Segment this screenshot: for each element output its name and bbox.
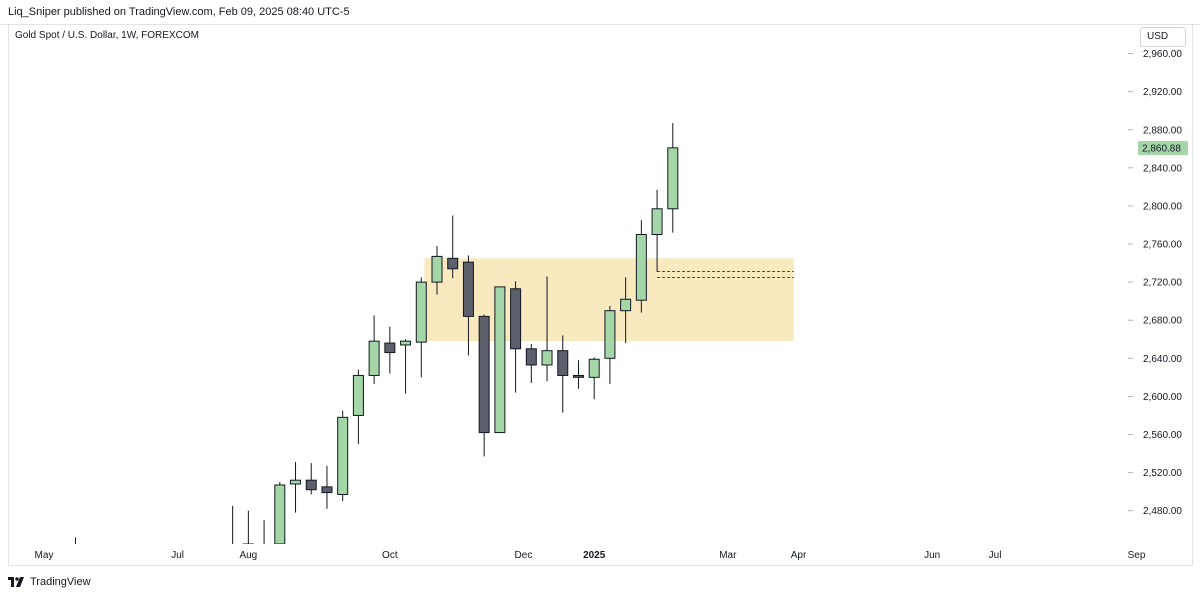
last-price-label: 2,860.88 [1142,143,1181,154]
y-tick-label-4: 2,640.00 [1143,354,1182,365]
candle-body-12 [400,340,412,346]
y-tick-label-9: 2,840.00 [1143,163,1182,174]
candle-body-26 [620,298,632,312]
candle-body-13 [415,281,427,343]
candle-body-4 [274,484,286,544]
candle-body-14 [431,255,443,283]
x-tick-label-6: Mar [719,550,737,561]
y-tick-label-12: 2,960.00 [1143,49,1182,60]
candle-body-5 [290,479,302,485]
candle-body-2 [242,543,254,544]
y-tick-label-6: 2,720.00 [1143,278,1182,289]
candle-body-29 [667,147,679,210]
currency-selector[interactable]: USD [1140,27,1186,47]
x-tick-label-2: Aug [239,550,257,561]
chart-frame [8,24,1193,566]
candle-body-10 [368,340,380,376]
y-tick-label-11: 2,920.00 [1143,87,1182,98]
y-tick-label-8: 2,800.00 [1143,201,1182,212]
candle-body-22 [557,350,569,376]
last-price-badge [1138,140,1188,155]
candle-body-11 [384,342,396,354]
candle-body-23 [572,374,584,378]
candle-body-25 [604,310,616,359]
x-tick-label-1: Jul [171,550,184,561]
candle-body-17 [478,315,490,434]
x-tick-label-5: 2025 [583,550,606,561]
candle-body-15 [447,257,459,270]
y-tick-label-2: 2,560.00 [1143,430,1182,441]
tradingview-logo-icon [8,577,24,587]
footer-brand-text: TradingView [30,576,91,588]
x-tick-label-10: Sep [1128,550,1146,561]
x-tick-label-7: Apr [791,550,807,561]
x-tick-label-9: Jul [989,550,1002,561]
candle-body-21 [541,350,553,366]
candle-body-28 [651,208,663,236]
candle-body-18 [494,286,506,434]
y-tick-label-3: 2,600.00 [1143,392,1182,403]
y-tick-label-5: 2,680.00 [1143,316,1182,327]
candle-body-8 [337,416,349,495]
candle-body-24 [588,358,600,378]
y-tick-label-7: 2,760.00 [1143,240,1182,251]
candle-body-9 [352,374,364,416]
publish-info-text: Liq_Sniper published on TradingView.com,… [8,6,350,18]
candle-body-19 [510,288,522,350]
candle-body-3 [259,545,269,546]
candle-body-1 [228,549,238,563]
y-tick-label-0: 2,480.00 [1143,506,1182,517]
candle-body-27 [635,234,647,301]
x-tick-label-3: Oct [382,550,398,561]
footer-branding: TradingView [8,574,91,590]
x-tick-label-0: May [35,550,54,561]
x-tick-label-4: Dec [515,550,533,561]
candle-body-20 [525,348,537,366]
plot-area [70,123,794,573]
symbol-title[interactable]: Gold Spot / U.S. Dollar, 1W, FOREXCOM [15,30,199,41]
candle-body-6 [305,479,317,491]
y-tick-label-10: 2,880.00 [1143,125,1182,136]
y-tick-label-1: 2,520.00 [1143,468,1182,479]
candle-body-7 [321,486,333,494]
candle-body-16 [462,261,474,317]
x-tick-label-8: Jun [924,550,940,561]
candle-body-0 [70,568,80,573]
